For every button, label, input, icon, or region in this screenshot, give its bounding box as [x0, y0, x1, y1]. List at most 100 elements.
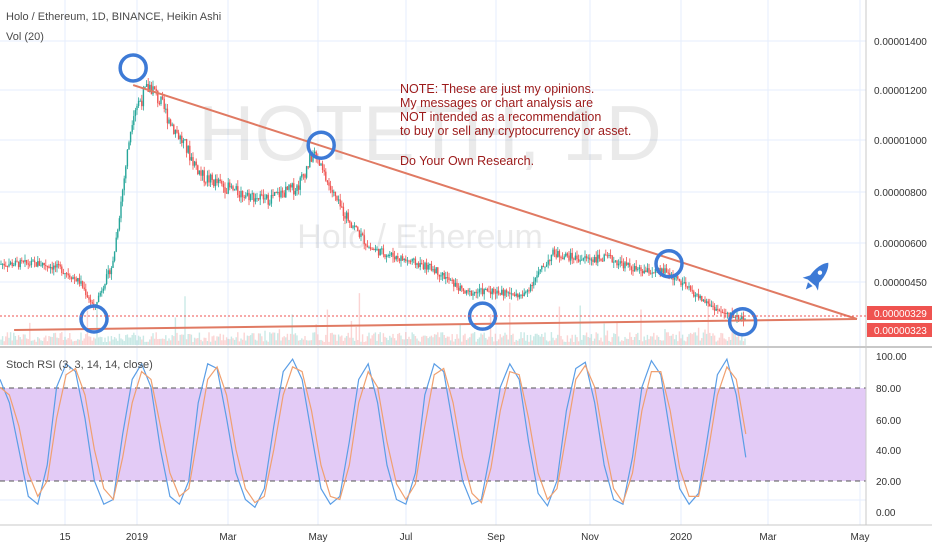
volume-bar	[366, 336, 369, 345]
volume-bar	[281, 337, 284, 345]
volume-label: Vol (20)	[6, 31, 44, 43]
volume-bar	[601, 341, 604, 345]
volume-bar	[448, 336, 450, 345]
rsi-band	[0, 388, 866, 481]
candle-body	[85, 289, 87, 296]
candle-body	[521, 294, 524, 297]
time-tick-label: Mar	[759, 532, 777, 543]
volume-bar	[38, 338, 41, 345]
volume-bar	[169, 340, 172, 345]
volume-bar	[257, 333, 260, 345]
volume-bar	[193, 337, 196, 345]
volume-bar	[681, 334, 684, 345]
volume-bar	[253, 333, 255, 345]
candle-body	[504, 290, 506, 296]
volume-bar	[211, 336, 213, 345]
volume-bar	[504, 332, 506, 345]
volume-bar	[560, 335, 562, 345]
candle-body	[406, 260, 409, 262]
volume-bar	[454, 338, 457, 345]
volume-bar	[577, 341, 580, 345]
volume-bar	[213, 335, 215, 345]
volume-bar	[224, 340, 226, 345]
volume-bar	[710, 336, 713, 345]
rsi-tick-label: 0.00	[876, 508, 896, 519]
volume-bar	[441, 332, 444, 345]
price-badge-support-text: 0.00000323	[874, 326, 927, 337]
candle-body	[27, 263, 29, 265]
volume-bar	[24, 334, 26, 345]
volume-bar	[125, 335, 127, 345]
candle-body	[113, 251, 116, 261]
candle-body	[168, 119, 170, 124]
volume-bar	[424, 335, 426, 345]
circle-marker-1	[118, 53, 148, 83]
volume-bar	[421, 336, 423, 345]
candle-body	[117, 229, 119, 238]
candle-body	[517, 293, 519, 298]
candle-body	[715, 308, 717, 311]
volume-bar	[619, 341, 621, 345]
candle-body	[318, 159, 321, 166]
candle-body	[697, 294, 700, 299]
candle-body	[272, 194, 274, 196]
volume-bar	[121, 339, 124, 345]
volume-bar	[568, 341, 570, 345]
candle-body	[368, 247, 370, 249]
candle-body	[505, 290, 508, 293]
candle-body	[593, 257, 596, 263]
volume-bar	[517, 340, 519, 345]
volume-bar	[480, 333, 482, 345]
volume-bar	[542, 336, 545, 345]
volume-bar	[617, 336, 620, 345]
chart-title: Holo / Ethereum, 1D, BINANCE, Heikin Ash…	[6, 11, 221, 23]
candle-body	[569, 252, 572, 261]
volume-bar	[725, 339, 727, 345]
volume-bar	[56, 337, 58, 345]
volume-bar	[677, 341, 679, 345]
volume-bar	[739, 340, 741, 345]
candle-body	[598, 254, 601, 259]
candle-body	[72, 277, 74, 280]
volume-bar	[158, 338, 161, 345]
candle-body	[190, 157, 193, 161]
volume-bar	[142, 335, 145, 345]
volume-bar	[283, 336, 285, 345]
candle-body	[705, 301, 708, 303]
candle-body	[619, 261, 621, 264]
volume-bar	[181, 334, 183, 345]
price-badge-last-text: 0.00000329	[874, 309, 927, 320]
volume-bar	[499, 334, 501, 345]
candle-body	[374, 248, 377, 251]
candle-body	[235, 186, 237, 190]
volume-bar	[686, 336, 689, 345]
volume-bar	[595, 332, 597, 345]
volume-bar	[720, 332, 722, 345]
volume-bar	[339, 336, 341, 345]
candle-body	[278, 191, 281, 198]
volume-bar	[304, 336, 306, 345]
candle-body	[337, 199, 340, 201]
candle-body	[3, 263, 5, 266]
candle-body	[425, 262, 428, 270]
volume-bar	[163, 339, 165, 345]
candle-body	[307, 166, 309, 168]
candle-body	[393, 256, 396, 260]
volume-bar	[235, 337, 237, 345]
volume-bar	[709, 332, 711, 345]
volume-bar	[443, 335, 445, 345]
candle-body	[665, 268, 668, 273]
volume-bar	[0, 339, 2, 345]
volume-bar	[691, 334, 693, 345]
volume-bar	[85, 334, 87, 345]
volume-bar	[713, 335, 716, 345]
price-tick-label: 0.00000450	[874, 278, 927, 289]
volume-bar	[605, 335, 607, 345]
volume-bar	[173, 336, 175, 345]
candle-body	[128, 142, 130, 150]
volume-bar	[134, 335, 137, 345]
volume-bar	[505, 334, 508, 345]
volume-bar	[77, 339, 79, 345]
volume-bar	[333, 334, 335, 345]
volume-bar	[97, 337, 100, 345]
